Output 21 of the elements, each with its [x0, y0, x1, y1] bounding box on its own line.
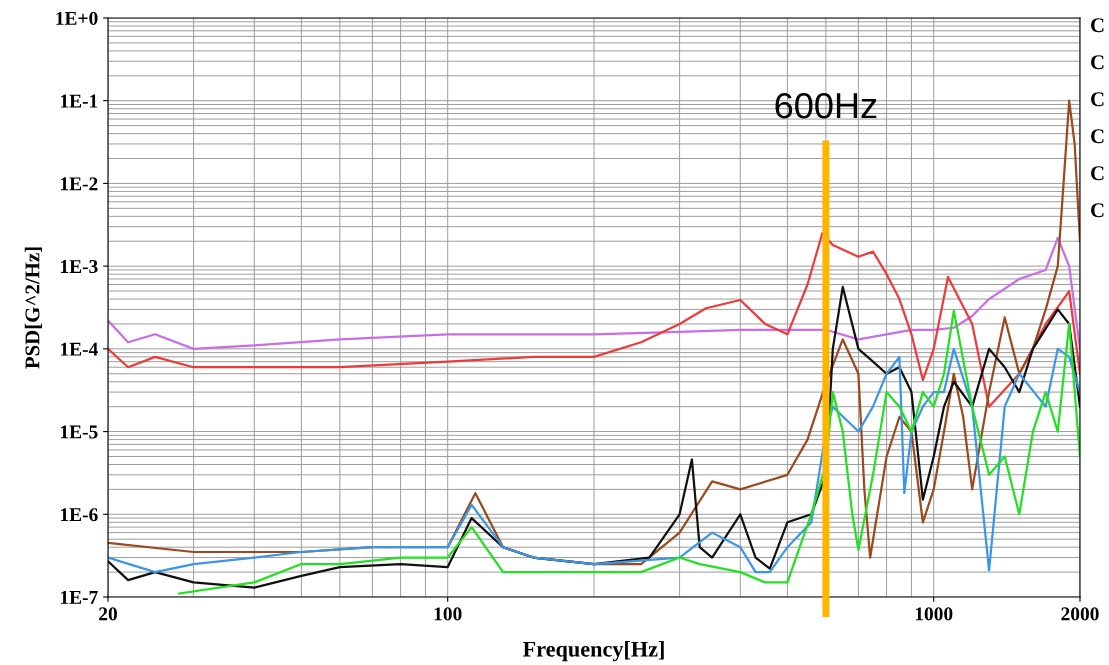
- y-tick-label: 1E-6: [60, 508, 98, 522]
- y-tick-label: 1E-4: [60, 342, 98, 356]
- x-axis-title: Frequency[Hz]: [522, 641, 664, 662]
- text: C: [1091, 166, 1104, 181]
- y-tick-label: 1E-2: [60, 177, 98, 191]
- y-tick-label: 1E-3: [60, 260, 98, 274]
- x-tick-label: 2000: [1061, 607, 1099, 621]
- x-tick-label: 20: [99, 607, 117, 621]
- y-tick-label: 1E-7: [60, 590, 98, 604]
- x-tick-label: 100: [434, 607, 462, 621]
- text: C: [1091, 129, 1104, 144]
- ref-line-label: 600Hz: [775, 92, 877, 119]
- y-tick-label: 1E+0: [56, 11, 98, 25]
- text: C: [1091, 203, 1104, 218]
- text: C: [1091, 18, 1104, 33]
- text: C: [1091, 92, 1104, 107]
- y-tick-label: 1E-1: [60, 94, 98, 108]
- text: C: [1091, 55, 1104, 70]
- x-tick-label: 1000: [915, 607, 953, 621]
- y-axis-title: PSD[G^2/Hz]: [24, 247, 43, 369]
- y-tick-label: 1E-5: [60, 425, 98, 439]
